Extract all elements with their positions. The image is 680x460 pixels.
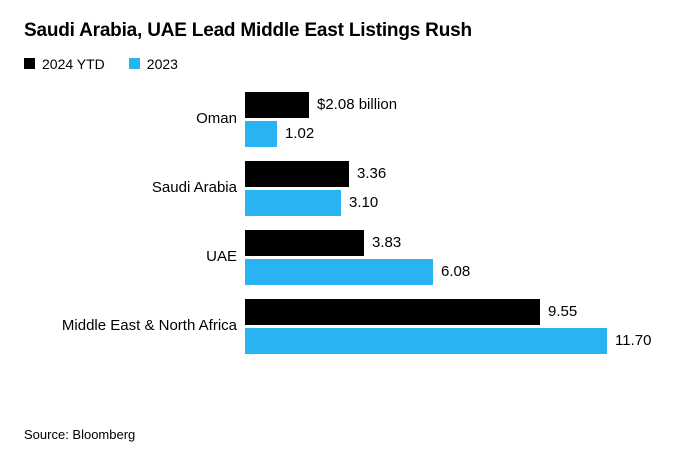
- category-label: Middle East & North Africa: [61, 317, 237, 335]
- value-label: 3.83: [372, 234, 402, 252]
- bar-row: 11.70: [245, 327, 656, 354]
- bar-2023: [245, 189, 341, 216]
- chart-title: Saudi Arabia, UAE Lead Middle East Listi…: [24, 20, 472, 41]
- bar-row: 3.10: [245, 189, 656, 216]
- legend-swatch-2023: [128, 58, 140, 70]
- source-note: Source: Bloomberg: [24, 427, 136, 442]
- bar-pair: 9.55 11.70: [245, 298, 656, 354]
- legend-label-2023: 2023: [146, 55, 178, 72]
- bar-row: 6.08: [245, 258, 656, 285]
- bar-pair: $2.08 billion 1.02: [245, 91, 656, 147]
- bar-2024-ytd: [245, 298, 540, 325]
- value-label: 1.02: [285, 125, 315, 143]
- legend-item-2024-ytd: 2024 YTD: [24, 56, 105, 72]
- value-label: 3.10: [349, 194, 379, 212]
- bar-group: Middle East & North Africa 9.55 11.70: [24, 298, 656, 354]
- value-label: 9.55: [548, 303, 578, 321]
- bar-pair: 3.83 6.08: [245, 229, 656, 285]
- value-label: $2.08 billion: [317, 96, 398, 114]
- bar-2023: [245, 327, 607, 354]
- bar-row: 3.36: [245, 160, 656, 187]
- legend: 2024 YTD 2023: [24, 56, 656, 72]
- bar-2024-ytd: [245, 91, 309, 118]
- legend-label-2024-ytd: 2024 YTD: [42, 55, 105, 72]
- value-label: 6.08: [441, 263, 471, 281]
- legend-item-2023: 2023: [128, 55, 178, 72]
- bar-2024-ytd: [245, 160, 349, 187]
- bar-group: Oman $2.08 billion 1.02: [24, 91, 656, 147]
- category-label: UAE: [206, 248, 237, 266]
- bar-2024-ytd: [245, 229, 364, 256]
- bar-group: UAE 3.83 6.08: [24, 229, 656, 285]
- value-label: 11.70: [615, 332, 652, 350]
- legend-swatch-2024-ytd: [24, 58, 35, 70]
- bar-2023: [245, 258, 433, 285]
- bar-pair: 3.36 3.10: [245, 160, 656, 216]
- bar-row: 3.83: [245, 229, 656, 256]
- category-label: Oman: [196, 110, 237, 128]
- bar-row: $2.08 billion: [245, 91, 656, 118]
- bar-chart: Oman $2.08 billion 1.02 Saudi Arabia 3.36 3.1…: [24, 91, 656, 354]
- bar-2023: [245, 120, 277, 147]
- bar-row: 1.02: [245, 120, 656, 147]
- value-label: 3.36: [357, 165, 387, 183]
- category-label: Saudi Arabia: [151, 179, 237, 197]
- bar-row: 9.55: [245, 298, 656, 325]
- bar-group: Saudi Arabia 3.36 3.10: [24, 160, 656, 216]
